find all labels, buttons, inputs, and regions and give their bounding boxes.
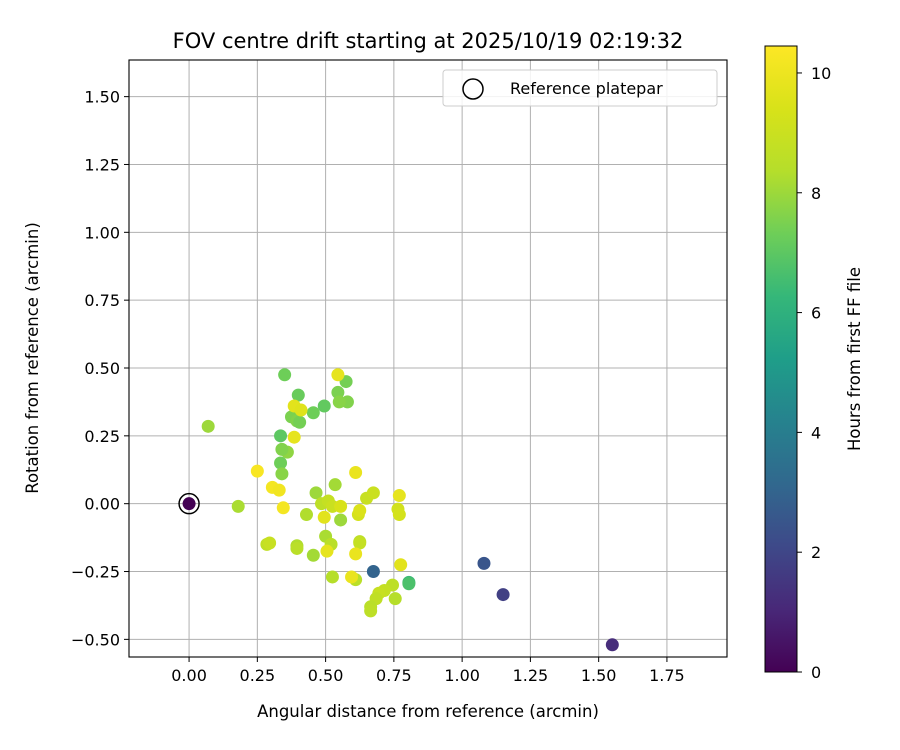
data-point <box>317 399 331 413</box>
data-point <box>477 556 491 570</box>
data-point <box>290 541 304 555</box>
data-point <box>331 385 345 399</box>
x-axis-ticks: 0.00 0.25 0.50 0.75 1.00 1.25 1.50 1.75 <box>171 657 685 685</box>
x-tick-label: 1.25 <box>513 666 549 685</box>
y-tick-label: 0.00 <box>84 495 120 514</box>
data-point <box>306 548 320 562</box>
y-tick-label: 0.75 <box>84 291 120 310</box>
colorbar: 0 2 4 6 8 10 Hours from first FF file <box>764 45 864 682</box>
data-point <box>349 547 363 561</box>
data-point <box>182 497 196 511</box>
legend: Reference platepar <box>442 69 718 107</box>
colorbar-ticks: 0 2 4 6 8 10 <box>797 64 831 682</box>
data-point <box>278 368 292 382</box>
data-point <box>353 503 367 517</box>
legend-entry-reference-platepar: Reference platepar <box>510 79 663 98</box>
x-axis-label: Angular distance from reference (arcmin) <box>257 702 599 721</box>
data-point <box>364 604 378 618</box>
data-point <box>317 510 331 524</box>
x-tick-label: 0.50 <box>308 666 344 685</box>
colorbar-tick-label: 4 <box>811 423 821 442</box>
y-axis-label: Rotation from reference (arcmin) <box>23 222 42 494</box>
data-point <box>334 513 348 527</box>
data-point <box>231 499 245 513</box>
data-point <box>332 395 346 409</box>
x-tick-label: 1.50 <box>581 666 617 685</box>
data-point <box>328 478 342 492</box>
x-tick-label: 1.75 <box>649 666 685 685</box>
colorbar-tick-label: 2 <box>811 543 821 562</box>
x-tick-label: 1.00 <box>444 666 480 685</box>
data-point <box>394 558 408 572</box>
chart-title: FOV centre drift starting at 2025/10/19 … <box>173 29 684 53</box>
y-tick-label: −0.25 <box>71 563 120 582</box>
data-point <box>287 430 301 444</box>
data-point <box>402 577 416 591</box>
data-point <box>201 419 215 433</box>
y-tick-label: 1.00 <box>84 223 120 242</box>
y-tick-label: 1.25 <box>84 155 120 174</box>
data-point <box>353 536 367 550</box>
colorbar-label: Hours from first FF file <box>845 267 864 451</box>
colorbar-tick-label: 8 <box>811 184 821 203</box>
y-tick-label: −0.50 <box>71 630 120 649</box>
data-point <box>291 388 305 402</box>
plot-frame <box>128 59 728 658</box>
data-point <box>299 508 313 522</box>
data-point <box>392 489 406 503</box>
colorbar-tick-label: 6 <box>811 304 821 323</box>
y-tick-label: 0.25 <box>84 427 120 446</box>
grid-lines <box>129 60 727 657</box>
data-point <box>349 465 363 479</box>
data-point <box>366 565 380 579</box>
data-point <box>325 570 339 584</box>
data-point <box>275 442 289 456</box>
data-point <box>294 403 308 417</box>
data-point <box>345 570 359 584</box>
data-point <box>263 536 277 550</box>
legend-box <box>442 69 718 107</box>
reference-platepar-marker <box>178 492 200 515</box>
colorbar-gradient <box>764 45 798 673</box>
data-point <box>366 486 380 500</box>
y-tick-label: 0.50 <box>84 359 120 378</box>
colorbar-tick-label: 0 <box>811 663 821 682</box>
x-tick-label: 0.75 <box>376 666 412 685</box>
data-point <box>274 429 288 443</box>
data-point <box>320 544 334 558</box>
data-point <box>334 499 348 513</box>
data-point <box>309 486 323 500</box>
data-point <box>331 368 345 382</box>
data-point <box>392 508 406 522</box>
data-point <box>306 406 320 420</box>
data-point <box>272 483 286 497</box>
data-points <box>182 368 619 652</box>
data-point <box>293 415 307 429</box>
x-tick-label: 0.00 <box>171 666 207 685</box>
y-axis-ticks: −0.50 −0.25 0.00 0.25 0.50 0.75 1.00 1.25 1.50 <box>71 88 129 649</box>
data-point <box>274 456 288 470</box>
y-tick-label: 1.50 <box>84 88 120 107</box>
legend-marker-icon <box>462 78 484 100</box>
data-point <box>388 592 402 606</box>
data-point <box>605 638 619 652</box>
data-point <box>250 464 264 478</box>
data-point <box>276 501 290 515</box>
x-tick-label: 0.25 <box>240 666 276 685</box>
data-point <box>496 588 510 602</box>
data-point <box>275 467 289 481</box>
colorbar-tick-label: 10 <box>811 64 831 83</box>
